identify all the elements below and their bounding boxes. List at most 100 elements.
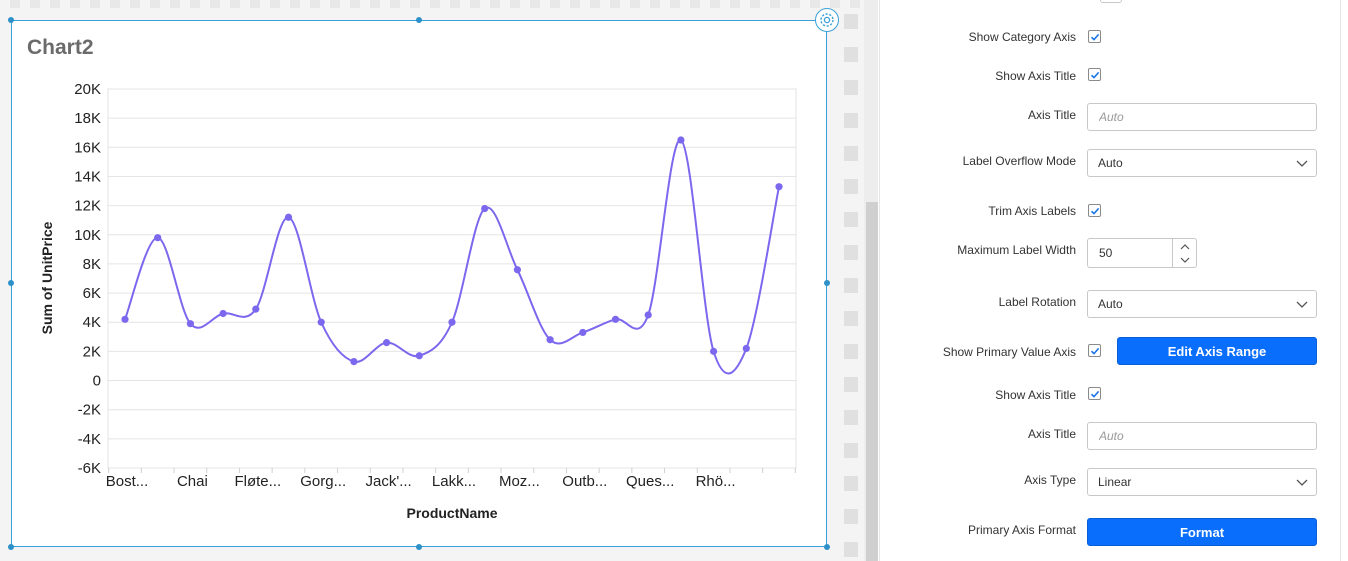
label-overflow-mode-select[interactable]: Auto: [1087, 149, 1317, 177]
resize-handle-left[interactable]: [8, 280, 14, 286]
data-point[interactable]: [415, 352, 423, 360]
data-point[interactable]: [317, 318, 325, 326]
canvas-edge-tile: [844, 542, 858, 557]
series-line: [124, 139, 780, 375]
data-point[interactable]: [546, 336, 554, 344]
x-tick-label: Fløte...: [234, 473, 281, 490]
show-category-axis-checkbox[interactable]: [1088, 30, 1101, 43]
checkmark-icon: [1090, 390, 1099, 398]
data-point[interactable]: [121, 315, 129, 323]
data-point[interactable]: [284, 213, 293, 221]
stepper-down-button[interactable]: [1173, 253, 1197, 267]
data-point[interactable]: [742, 344, 750, 353]
show-axis-title-label: Show Axis Title: [995, 69, 1076, 83]
trim-axis-labels-checkbox[interactable]: [1088, 204, 1101, 217]
axis-title-input[interactable]: [1087, 103, 1317, 131]
chevron-down-icon: [1296, 160, 1308, 167]
data-point[interactable]: [383, 339, 391, 347]
y-tick-label: 12K: [74, 198, 101, 215]
data-point[interactable]: [154, 234, 162, 242]
chevron-down-icon: [1180, 257, 1190, 263]
canvas-edge-tile: [844, 80, 858, 95]
data-point[interactable]: [186, 320, 194, 328]
x-tick-label: Moz...: [499, 473, 540, 490]
value-axis-title-input[interactable]: [1087, 422, 1317, 450]
y-tick-label: -6K: [78, 460, 101, 477]
data-point[interactable]: [252, 305, 260, 313]
y-tick-label: 8K: [83, 256, 101, 273]
panel-divider: [1340, 0, 1341, 561]
x-tick-label: Bost...: [106, 473, 149, 490]
partial-control-above[interactable]: [1100, 0, 1122, 3]
data-point[interactable]: [513, 266, 522, 274]
stepper-up-button[interactable]: [1173, 239, 1197, 253]
show-axis-title-checkbox[interactable]: [1088, 68, 1101, 81]
canvas-edge-tile: [844, 344, 858, 359]
data-point[interactable]: [448, 318, 456, 326]
canvas-edge-tile: [844, 14, 858, 29]
canvas-edge-tile: [844, 377, 858, 392]
resize-handle-bottom-right[interactable]: [824, 544, 830, 550]
resize-handle-top-left[interactable]: [8, 17, 14, 23]
y-axis-tick-labels: 20K 18K 16K 14K 12K 10K 8K 6K 4K 2K 0 -2K -4K -6K: [74, 81, 101, 477]
resize-handle-bottom-left[interactable]: [8, 544, 14, 550]
canvas-edge-tile: [844, 212, 858, 227]
canvas-edge-tile: [844, 278, 858, 293]
maximum-label-width-label: Maximum Label Width: [957, 243, 1076, 257]
y-tick-label: -2K: [78, 402, 101, 419]
canvas-edge-tile: [844, 245, 858, 260]
chart-gridlines: [107, 88, 797, 473]
show-primary-value-axis-checkbox[interactable]: [1088, 344, 1101, 357]
checkmark-icon: [1090, 33, 1099, 41]
label-rotation-value: Auto: [1098, 297, 1123, 311]
axis-title-label: Axis Title: [1027, 108, 1076, 122]
checkmark-icon: [1090, 71, 1099, 79]
data-point[interactable]: [644, 311, 652, 319]
axis-type-select[interactable]: Linear: [1087, 468, 1317, 496]
properties-panel: [879, 0, 1348, 561]
data-point[interactable]: [350, 357, 358, 366]
data-point[interactable]: [611, 315, 620, 323]
chart-title: Chart2: [27, 36, 94, 59]
canvas-edge-pattern: [844, 0, 862, 561]
canvas-edge-tile: [844, 443, 858, 458]
x-tick-label: Lakk...: [432, 473, 476, 490]
line-chart: 20K 18K 16K 14K 12K 10K 8K 6K 4K 2K 0 -2K -4K -6K Bos…: [39, 81, 797, 521]
resize-handle-right[interactable]: [824, 280, 830, 286]
maximum-label-width-stepper[interactable]: 50: [1087, 238, 1197, 268]
canvas-scrollbar-thumb[interactable]: [866, 202, 878, 561]
y-tick-label: 2K: [83, 343, 101, 360]
x-axis-tick-labels: Bost... Chai Fløte... Gorg... Jack'... Lakk..…: [106, 473, 736, 490]
maximum-label-width-value: 50: [1099, 246, 1113, 260]
trim-axis-labels-label: Trim Axis Labels: [988, 204, 1076, 218]
y-tick-label: 20K: [74, 81, 101, 98]
data-point[interactable]: [579, 328, 587, 337]
show-value-axis-title-checkbox[interactable]: [1088, 387, 1101, 400]
canvas-top-strip: [0, 0, 864, 8]
x-tick-label: Gorg...: [300, 473, 346, 490]
chevron-up-icon: [1180, 243, 1190, 249]
format-button[interactable]: Format: [1087, 518, 1317, 546]
data-point[interactable]: [677, 136, 685, 144]
axis-type-label: Axis Type: [1024, 473, 1076, 487]
chart-widget[interactable]: [11, 20, 827, 547]
canvas-edge-tile: [844, 146, 858, 161]
canvas-edge-tile: [844, 179, 858, 194]
y-tick-label: 18K: [74, 110, 101, 127]
axis-type-value: Linear: [1098, 475, 1132, 489]
edit-axis-range-button[interactable]: Edit Axis Range: [1117, 337, 1317, 365]
x-tick-label: Rhö...: [696, 473, 736, 490]
chevron-down-icon: [1296, 479, 1308, 486]
x-tick-label: Outb...: [562, 473, 607, 490]
resize-handle-top[interactable]: [416, 17, 422, 23]
y-tick-label: 4K: [83, 314, 101, 331]
data-point[interactable]: [775, 183, 783, 191]
widget-settings-gear-icon[interactable]: [815, 8, 839, 32]
data-point[interactable]: [219, 309, 227, 318]
x-tick-label: Ques...: [626, 473, 674, 490]
y-axis-title: Sum of UnitPrice: [39, 221, 55, 334]
data-point[interactable]: [710, 347, 718, 355]
data-point[interactable]: [481, 204, 489, 213]
label-rotation-select[interactable]: Auto: [1087, 290, 1317, 318]
resize-handle-bottom[interactable]: [416, 544, 422, 550]
